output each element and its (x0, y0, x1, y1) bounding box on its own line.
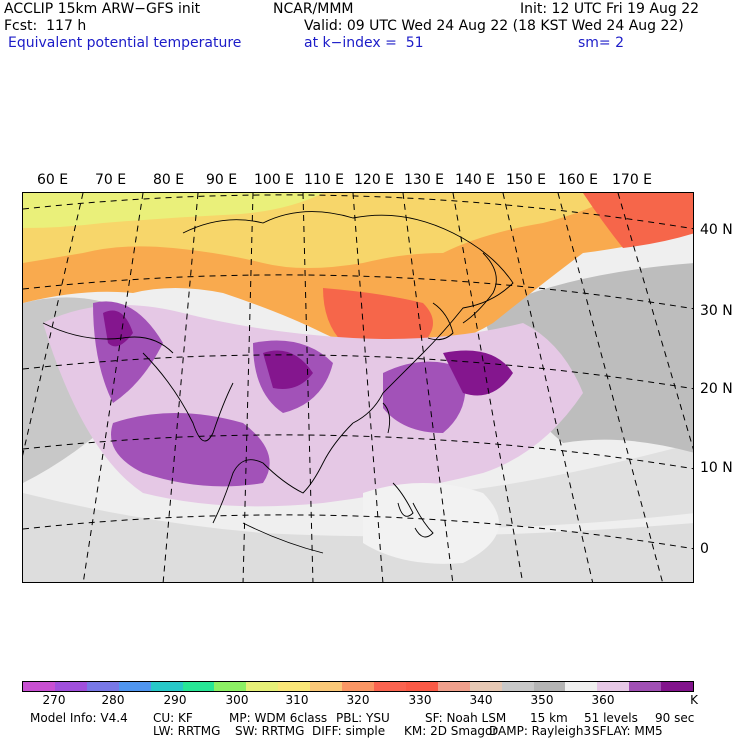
lat-label-10n: 10 N (700, 460, 733, 476)
colorbar-label-340: 340 (469, 693, 493, 707)
lat-label-0: 0 (700, 541, 709, 557)
colorbar-label-280: 280 (101, 693, 125, 707)
colorbar-swatch (533, 682, 566, 691)
lon-label-170e: 170 E (612, 172, 653, 188)
lon-label-90e: 90 E (206, 172, 238, 188)
colorbar-swatch (214, 682, 247, 691)
field-name: Equivalent potential temperature (8, 35, 242, 51)
colorbar-swatch (405, 682, 438, 691)
lon-label-70e: 70 E (95, 172, 127, 188)
colorbar-swatch (597, 682, 630, 691)
lat-label-30n: 30 N (700, 303, 733, 319)
footer-lw: LW: RRTMG (153, 724, 221, 738)
colorbar-swatch (118, 682, 151, 691)
theta-e-field (23, 193, 693, 582)
footer-model-info: Model Info: V4.4 (30, 711, 128, 725)
colorbar-label-330: 330 (408, 693, 432, 707)
colorbar-label-310: 310 (285, 693, 309, 707)
colorbar-swatch (501, 682, 534, 691)
footer-pbl: PBL: YSU (336, 711, 390, 725)
lon-label-150e: 150 E (506, 172, 547, 188)
lon-label-110e: 110 E (304, 172, 345, 188)
colorbar-label-290: 290 (163, 693, 187, 707)
colorbar-swatch (246, 682, 279, 691)
colorbar-swatch (342, 682, 374, 691)
colorbar-label-270: 270 (42, 693, 66, 707)
lon-label-60e: 60 E (37, 172, 69, 188)
smoothing-label: sm= 2 (578, 35, 625, 51)
colorbar-swatch (182, 682, 215, 691)
colorbar-swatch (437, 682, 470, 691)
colorbar-swatch (150, 682, 183, 691)
lat-label-40n: 40 N (700, 222, 733, 238)
lon-label-160e: 160 E (558, 172, 599, 188)
colorbar-swatch (54, 682, 87, 691)
level-label: at k−index = 51 (304, 35, 424, 51)
lon-label-120e: 120 E (354, 172, 395, 188)
footer-km: KM: 2D Smagor (404, 724, 498, 738)
lon-label-130e: 130 E (404, 172, 445, 188)
footer-damp: DAMP: Rayleigh3 (489, 724, 592, 738)
colorbar-swatch (278, 682, 311, 691)
lon-label-140e: 140 E (455, 172, 496, 188)
colorbar-label-350: 350 (530, 693, 554, 707)
init-time: Init: 12 UTC Fri 19 Aug 22 (520, 1, 700, 17)
footer-sflay: SFLAY: MM5 (592, 724, 663, 738)
lon-label-80e: 80 E (153, 172, 185, 188)
lon-label-100e: 100 E (254, 172, 295, 188)
colorbar-swatch (86, 682, 119, 691)
footer-timestep: 90 sec (655, 711, 695, 725)
colorbar-label-360: 360 (591, 693, 615, 707)
footer-cu: CU: KF (153, 711, 193, 725)
footer-levels: 51 levels (584, 711, 638, 725)
footer-diff: DIFF: simple (312, 724, 386, 738)
footer-sf: SF: Noah LSM (425, 711, 507, 725)
colorbar-swatch (661, 682, 694, 691)
colorbar-swatch (565, 682, 598, 691)
colorbar-label-320: 320 (346, 693, 370, 707)
map-panel (22, 192, 694, 583)
colorbar-unit: K (690, 693, 698, 707)
forecast-hour: Fcst: 117 h (4, 18, 87, 34)
footer-sw: SW: RRTMG (235, 724, 305, 738)
colorbar-swatch (310, 682, 343, 691)
colorbar-label-300: 300 (225, 693, 249, 707)
colorbar-swatch (373, 682, 406, 691)
org-label: NCAR/MMM (273, 1, 354, 17)
valid-time: Valid: 09 UTC Wed 24 Aug 22 (18 KST Wed … (304, 18, 684, 34)
footer-resolution: 15 km (530, 711, 568, 725)
colorbar-swatch (469, 682, 502, 691)
colorbar-swatch (23, 682, 55, 691)
model-title: ACCLIP 15km ARW−GFS init (4, 1, 201, 17)
colorbar-swatch (629, 682, 662, 691)
lat-label-20n: 20 N (700, 381, 733, 397)
colorbar (22, 681, 694, 692)
footer-mp: MP: WDM 6class (229, 711, 328, 725)
